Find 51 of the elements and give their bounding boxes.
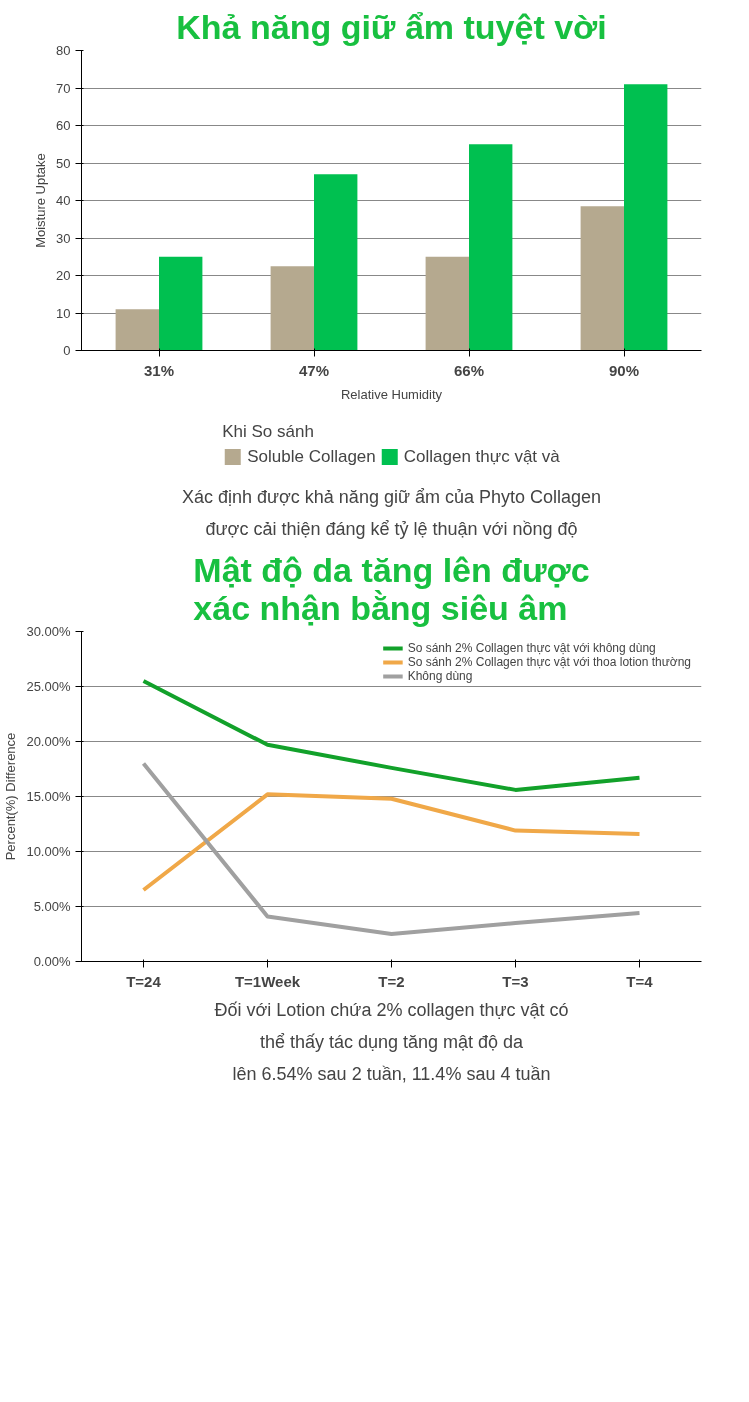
x-tick-label: T=1Week xyxy=(234,972,301,990)
x-tick-label: 31% xyxy=(143,361,175,379)
y-tick-label: 10 xyxy=(56,305,71,321)
y-tick-label: 25.00% xyxy=(26,679,71,694)
text: Xác định được khả năng giữ ẩm của Phyto Collagen xyxy=(181,486,602,507)
x-tick-label: 47% xyxy=(298,361,330,379)
y-tick-label: 70 xyxy=(56,80,71,96)
chart-title: Khả năng giữ ẩm tuyệt vời xyxy=(176,7,607,46)
chart-title: Mật độ da tăng lên được xác nhận bằng siêu âm xyxy=(193,550,590,627)
y-tick-label: 15.00% xyxy=(26,789,71,804)
x-tick-label: T=4 xyxy=(626,972,654,990)
bar xyxy=(314,174,358,351)
y-tick-label: 0.00% xyxy=(33,954,71,969)
legend-label: So sánh 2% Collagen thực vật với không dùng xyxy=(407,641,656,655)
line-series xyxy=(141,761,642,936)
y-axis-title: Percent(%) Difference xyxy=(3,732,19,861)
legend-label: Soluble Collagen xyxy=(247,446,376,467)
bar xyxy=(115,309,159,351)
y-tick-label: 20.00% xyxy=(26,734,71,749)
legend-label: Không dùng xyxy=(407,669,473,683)
text: lên 6.54% sau 2 tuần, 11.4% sau 4 tuần xyxy=(232,1063,551,1084)
y-tick-label: 30.00% xyxy=(26,624,71,639)
text: thể thấy tác dụng tăng mật độ da xyxy=(259,1031,525,1052)
y-tick-label: 20 xyxy=(56,268,71,283)
line-series xyxy=(141,792,642,892)
bar xyxy=(469,144,513,351)
x-axis-title: Relative Humidity xyxy=(340,386,443,402)
text: được cải thiện đáng kể tỷ lệ thuận với nồng độ xyxy=(205,518,578,539)
x-tick-label: T=3 xyxy=(502,972,529,990)
y-tick-label: 30 xyxy=(56,230,71,246)
y-tick-label: 60 xyxy=(56,118,71,133)
legend-label: So sánh 2% Collagen thực vật với thoa lotion thường xyxy=(407,655,691,669)
bar xyxy=(270,266,314,351)
y-tick-label: 40 xyxy=(56,193,71,208)
text: Đối với Lotion chứa 2% collagen thực vật có xyxy=(214,999,569,1020)
y-tick-label: 10.00% xyxy=(26,844,71,859)
x-tick-label: 90% xyxy=(608,361,640,379)
x-tick-label: T=24 xyxy=(126,972,162,990)
x-tick-label: T=2 xyxy=(378,972,405,990)
y-tick-label: 5.00% xyxy=(33,899,71,914)
bar xyxy=(425,256,469,351)
bar xyxy=(580,206,624,351)
x-tick-label: 66% xyxy=(453,361,485,379)
y-tick-label: 80 xyxy=(56,43,71,58)
bar xyxy=(624,84,668,351)
legend-title: Khi So sánh xyxy=(222,421,315,442)
y-tick-label: 50 xyxy=(56,155,71,171)
y-axis-title: Moisture Uptake xyxy=(33,153,49,248)
y-tick-label: 0 xyxy=(63,343,71,358)
bar xyxy=(159,256,203,351)
legend-label: Collagen thực vật và xyxy=(403,446,560,467)
